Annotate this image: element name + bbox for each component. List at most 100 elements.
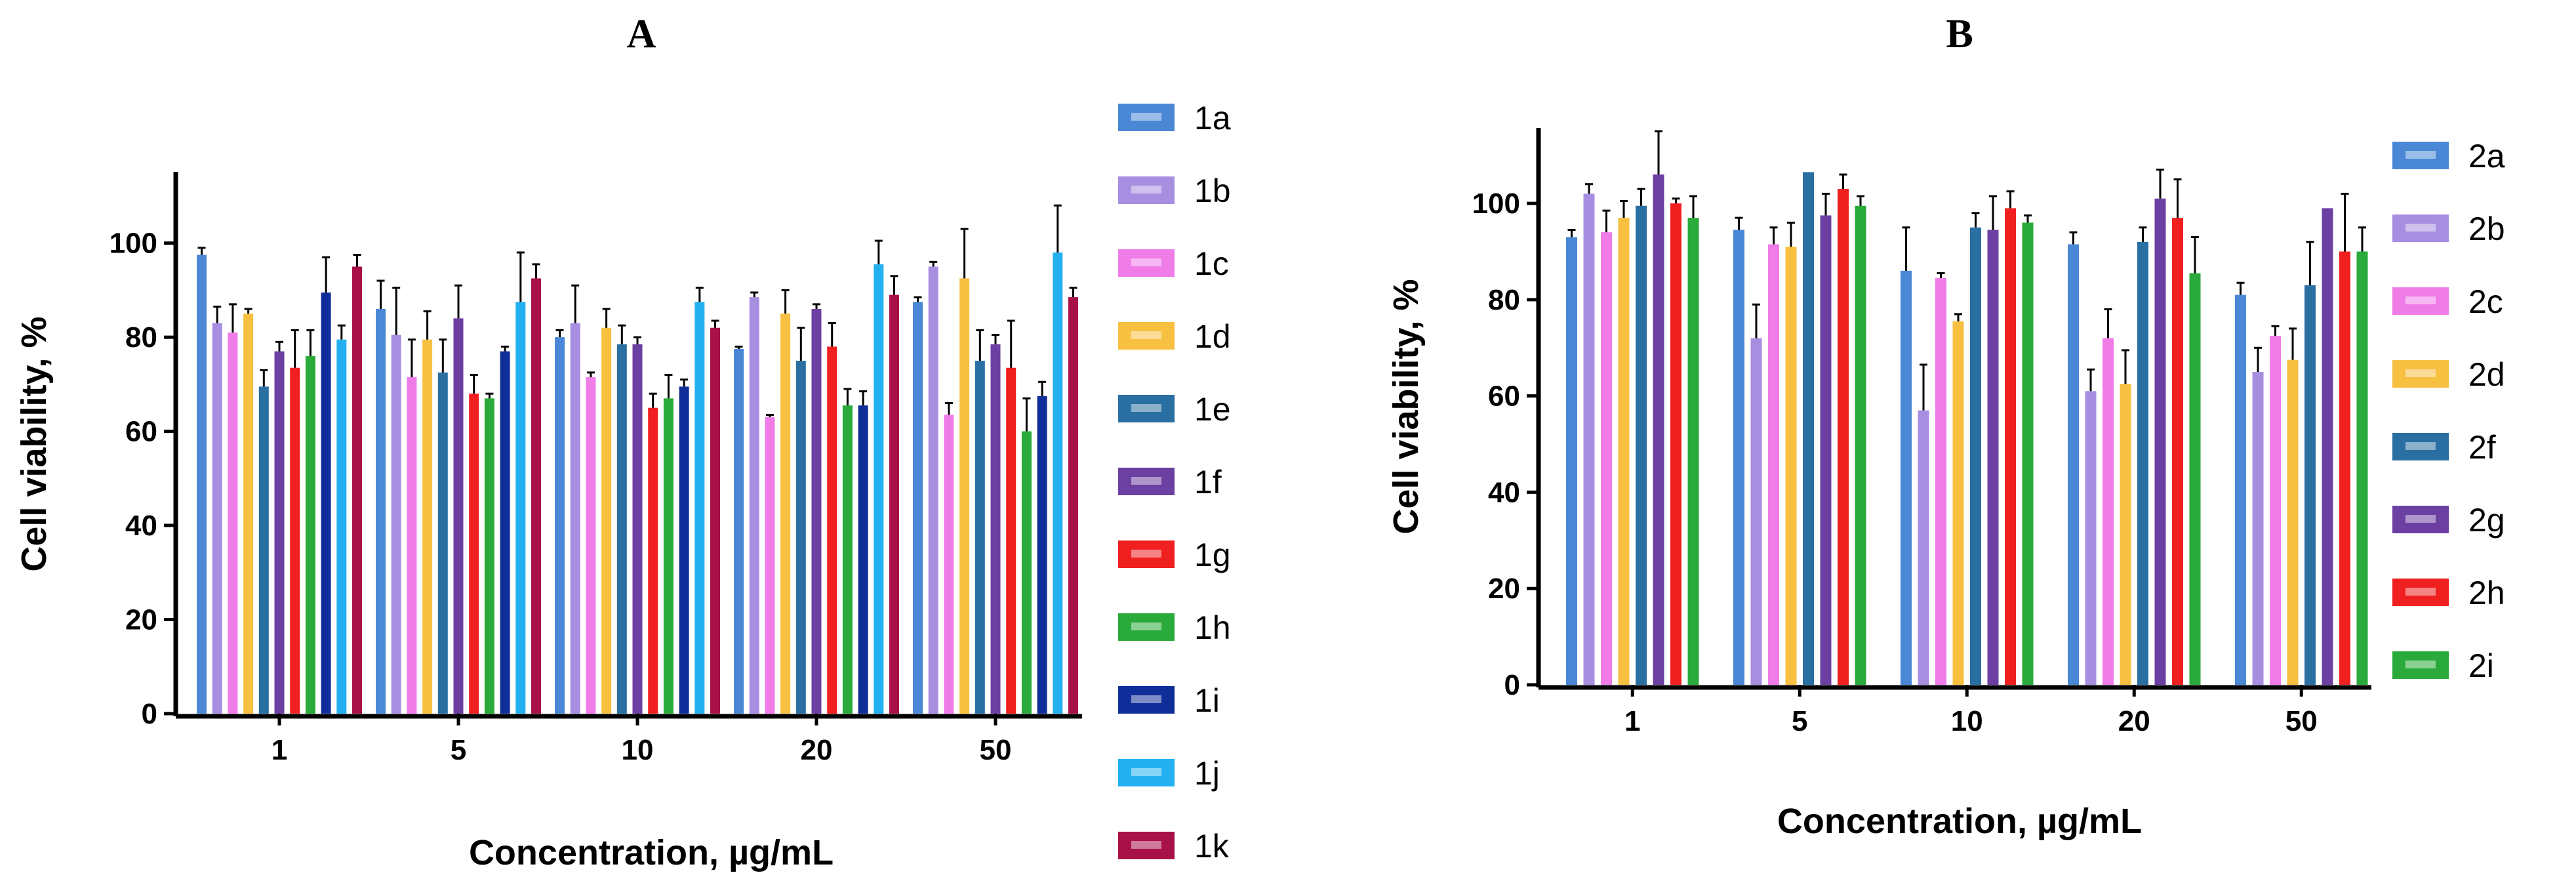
legend-label-1a: 1a	[1194, 100, 1231, 136]
bar-2c-1	[1601, 232, 1612, 685]
legend-label-2b: 2b	[2468, 211, 2505, 247]
legend-label-1i: 1i	[1194, 682, 1220, 719]
bar-1j-5	[515, 302, 526, 714]
bar-1d-5	[422, 339, 433, 714]
y-tick-label: 20	[1488, 573, 1520, 605]
bar-2b-1	[1583, 193, 1595, 685]
legend-swatch-highlight	[1131, 841, 1161, 849]
bar-1a-5	[376, 309, 386, 714]
legend-swatch-highlight	[1131, 404, 1161, 412]
x-tick-label: 1	[272, 734, 287, 766]
legend-label-1k: 1k	[1194, 828, 1230, 865]
bar-2b-50	[2252, 371, 2264, 685]
bar-1i-50	[1037, 396, 1047, 714]
bar-1f-20	[811, 309, 822, 714]
y-tick-label: 0	[142, 698, 157, 730]
bar-1b-1	[212, 323, 222, 714]
bar-1b-5	[391, 335, 401, 714]
legend-swatch-highlight	[1131, 477, 1161, 485]
bar-2a-10	[1901, 270, 1912, 685]
y-tick-label: 80	[125, 321, 157, 354]
bar-1h-5	[484, 398, 494, 714]
bar-2g-10	[1987, 230, 1999, 685]
legend-swatch-highlight	[1131, 186, 1161, 193]
bar-2b-10	[1918, 410, 1929, 685]
legend-label-1c: 1c	[1194, 245, 1229, 282]
legend-label-2c: 2c	[2468, 283, 2503, 320]
bar-2h-20	[2172, 218, 2183, 685]
bar-2a-1	[1566, 237, 1577, 685]
bar-2b-20	[2085, 391, 2097, 685]
bar-2i-10	[2022, 222, 2034, 685]
bar-1d-10	[601, 327, 612, 714]
bar-1b-10	[570, 323, 580, 714]
bar-2g-20	[2154, 198, 2166, 685]
bar-2f-20	[2137, 241, 2148, 685]
y-tick-label: 60	[1488, 380, 1520, 413]
bar-1g-10	[648, 407, 658, 714]
bar-1k-50	[1068, 297, 1078, 714]
legend-swatch-highlight	[2405, 369, 2436, 377]
bar-1i-20	[858, 405, 868, 714]
bar-1g-1	[290, 367, 300, 714]
bar-2g-1	[1653, 174, 1664, 685]
bar-1f-1	[274, 351, 285, 714]
bar-2a-20	[2068, 244, 2079, 685]
bar-1e-50	[975, 360, 985, 714]
bar-2d-5	[1785, 247, 1797, 685]
bar-1c-1	[228, 332, 238, 714]
plot-area-a: 0 20 40 60 80 100 1 5 10 20 50	[110, 204, 1078, 766]
bar-2f-10	[1970, 227, 1981, 685]
chart-panel-a: A 0 20 40 60 80 100 1 5 10 20 50 Cell viability, %…	[14, 12, 1231, 872]
legend-label-2a: 2a	[2468, 138, 2505, 174]
legend-a: 1a 1b 1c 1d 1e 1f 1g 1h 1i 1j 1k	[1118, 100, 1231, 865]
bar-1i-5	[500, 351, 510, 714]
legend-swatch-highlight	[1131, 622, 1161, 630]
bar-1h-20	[842, 405, 853, 714]
legend-swatch-highlight	[2405, 515, 2436, 523]
bar-1a-50	[913, 302, 923, 714]
y-tick-label: 60	[125, 416, 157, 448]
bar-1d-20	[780, 314, 791, 714]
x-tick-label: 1	[1624, 705, 1640, 737]
bar-2h-10	[2005, 208, 2016, 685]
bar-2d-1	[1618, 218, 1630, 685]
x-axis-title-b: Concentration, µg/mL	[1777, 802, 2142, 841]
y-tick-label: 20	[125, 604, 157, 636]
bar-1g-50	[1006, 367, 1016, 714]
bar-2d-20	[2120, 384, 2131, 685]
legend-label-1f: 1f	[1194, 464, 1222, 500]
bar-1g-20	[827, 346, 837, 714]
bar-2a-50	[2235, 295, 2246, 685]
bar-1i-10	[679, 386, 689, 714]
bar-1c-5	[407, 377, 417, 714]
x-axis-title-a: Concentration, µg/mL	[469, 833, 834, 872]
y-tick-label: 100	[110, 228, 157, 260]
legend-label-2h: 2h	[2468, 575, 2505, 611]
bar-2f-50	[2304, 285, 2316, 685]
bar-2i-20	[2189, 273, 2201, 685]
bar-1k-20	[889, 295, 899, 714]
bar-2i-50	[2356, 251, 2368, 685]
x-tick-label: 5	[451, 734, 466, 766]
y-tick-label: 40	[1488, 476, 1520, 508]
bar-1c-20	[765, 417, 775, 714]
x-tick-label: 50	[2285, 705, 2318, 737]
bar-1i-1	[321, 292, 331, 714]
bar-1d-50	[959, 278, 970, 714]
bar-1b-50	[928, 266, 938, 714]
bar-2g-5	[1820, 215, 1832, 685]
bar-1a-20	[734, 349, 744, 714]
legend-label-1b: 1b	[1194, 173, 1231, 209]
bar-1j-10	[694, 302, 705, 714]
bar-1f-5	[453, 318, 464, 714]
legend-swatch-highlight	[1131, 768, 1161, 776]
y-tick-label: 100	[1472, 188, 1520, 220]
bar-1c-50	[944, 415, 954, 714]
legend-swatch-highlight	[1131, 695, 1161, 703]
y-tick-label: 40	[125, 510, 157, 542]
legend-swatch-highlight	[1131, 258, 1161, 266]
legend-swatch-highlight	[1131, 550, 1161, 558]
chart-panel-b: B 0 20 40 60 80 100 1 5 10 20 50 Cell viability, %…	[1386, 12, 2505, 841]
